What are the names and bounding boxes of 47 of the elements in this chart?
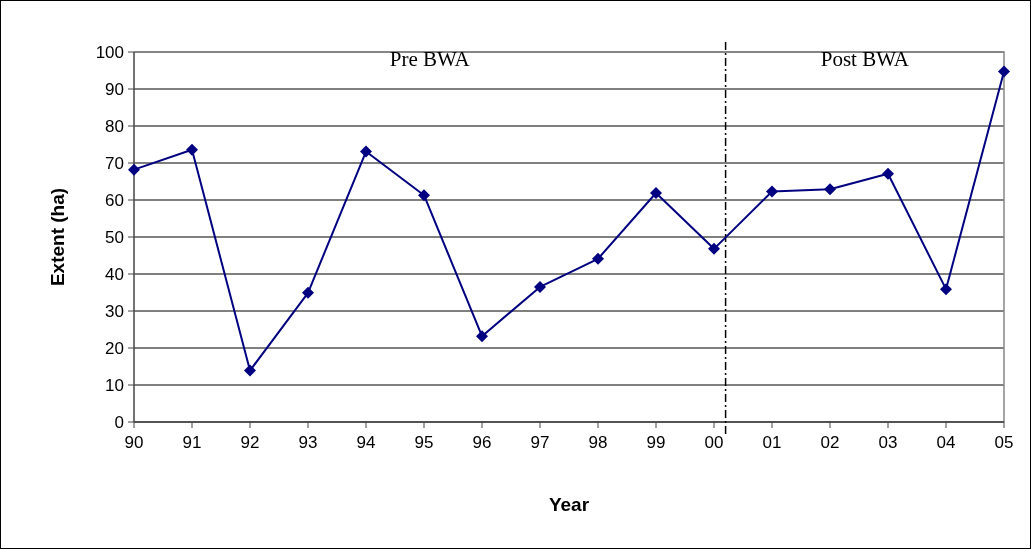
point <box>940 283 952 296</box>
y-tick-label: 50 <box>105 227 124 247</box>
y-tick-label: 90 <box>105 79 124 99</box>
y-tick-label: 100 <box>95 42 124 62</box>
y-tick-label: 70 <box>105 153 124 173</box>
point <box>708 242 720 255</box>
x-axis-title: Year <box>548 494 590 515</box>
x-tick-label: 98 <box>588 433 608 452</box>
point <box>302 286 314 299</box>
point <box>128 163 140 176</box>
x-tick-label: 97 <box>530 433 550 452</box>
x-tick-label: 95 <box>414 433 434 452</box>
x-tick-label: 03 <box>878 433 898 452</box>
x-tick-label: 90 <box>124 433 144 452</box>
x-tick-label: 05 <box>994 433 1014 452</box>
y-tick-label: 40 <box>105 264 124 284</box>
point <box>360 145 372 158</box>
point <box>650 186 662 199</box>
point <box>186 143 198 156</box>
x-tick-label: 04 <box>936 433 956 452</box>
point <box>418 189 430 202</box>
x-tick-label: 02 <box>820 433 840 452</box>
y-tick-label: 0 <box>114 412 124 432</box>
x-tick-label: 01 <box>762 433 782 452</box>
x-tick-label: 99 <box>646 433 666 452</box>
x-tick-label: 94 <box>356 433 376 452</box>
y-tick-label: 80 <box>105 116 124 136</box>
point <box>824 183 836 196</box>
x-tick-label: 92 <box>240 433 260 452</box>
x-tick-label: 00 <box>704 433 724 452</box>
annotation: Pre BWA <box>389 47 471 71</box>
annotation: Post BWA <box>820 47 910 71</box>
point <box>882 167 894 180</box>
x-tick-label: 91 <box>182 433 202 452</box>
y-axis-title: Extent (ha) <box>47 187 68 287</box>
y-tick-label: 10 <box>105 375 124 395</box>
point <box>244 364 256 377</box>
y-tick-label: 60 <box>105 190 124 210</box>
point <box>534 280 546 293</box>
y-tick-label: 20 <box>105 338 124 358</box>
point <box>998 65 1010 78</box>
point <box>592 252 604 265</box>
y-tick-label: 30 <box>105 301 124 321</box>
x-tick-label: 93 <box>298 433 318 452</box>
x-tick-label: 96 <box>472 433 492 452</box>
point <box>476 330 488 343</box>
point <box>766 185 778 198</box>
